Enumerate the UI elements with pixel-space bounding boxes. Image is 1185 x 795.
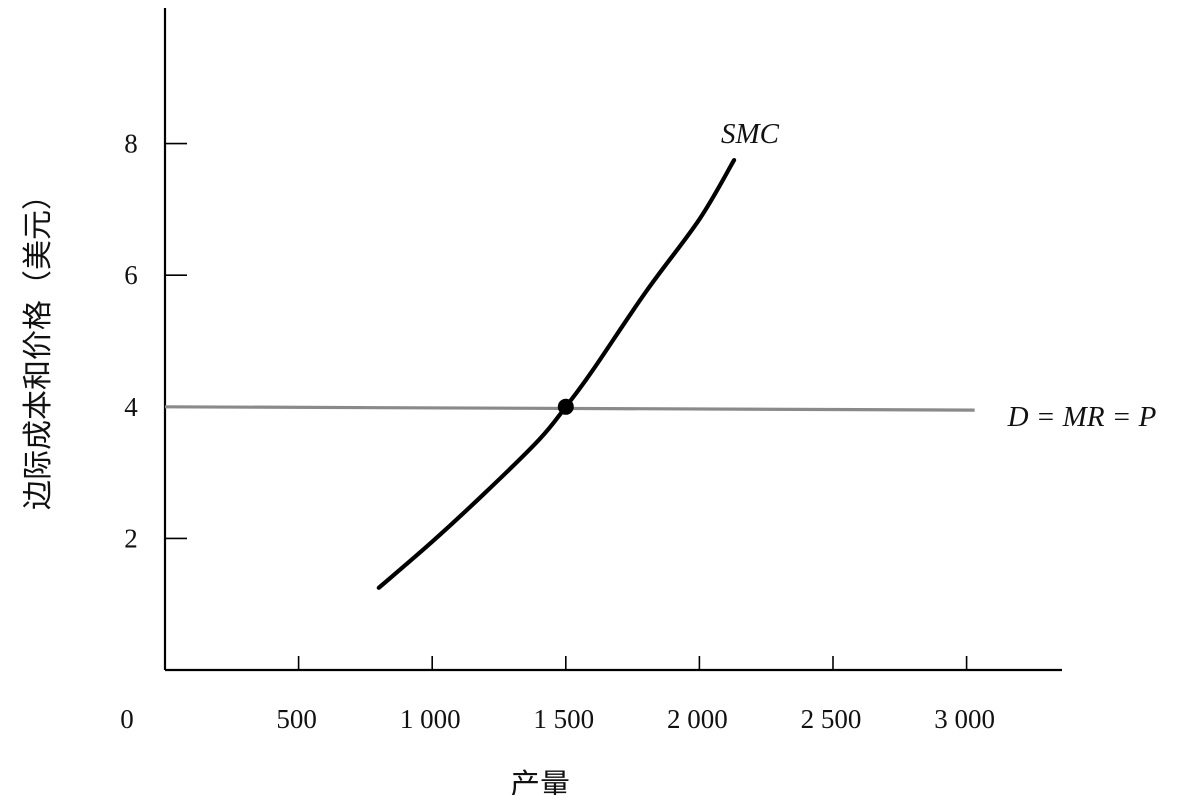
x-tick-label: 3 000 xyxy=(934,704,995,734)
origin-label: 0 xyxy=(120,704,134,734)
axes xyxy=(163,8,1062,672)
x-axis-ticks: 500 1 000 1 500 2 000 2 500 3 000 xyxy=(276,656,995,734)
x-axis-label: 产量 xyxy=(510,768,570,795)
x-tick-label: 2 500 xyxy=(801,704,862,734)
y-axis-ticks: 2 4 6 8 xyxy=(124,129,187,553)
y-tick-label: 8 xyxy=(124,129,138,159)
y-axis-label: 边际成本和价格（美元） xyxy=(21,180,56,510)
x-tick-label: 1 000 xyxy=(400,704,461,734)
y-tick-label: 4 xyxy=(124,392,138,422)
y-tick-label: 2 xyxy=(124,523,138,553)
y-tick-label: 6 xyxy=(124,260,138,290)
marker-layer xyxy=(557,398,574,415)
series-label-demand: D = MR = P xyxy=(1007,401,1157,433)
x-tick-label: 1 500 xyxy=(533,704,594,734)
series-layer xyxy=(164,158,975,590)
series-line-smc xyxy=(376,158,737,590)
series-label-smc: SMC xyxy=(721,118,780,150)
intersection-point xyxy=(557,398,574,415)
x-tick-label: 2 000 xyxy=(667,704,728,734)
x-tick-label: 500 xyxy=(276,704,317,734)
